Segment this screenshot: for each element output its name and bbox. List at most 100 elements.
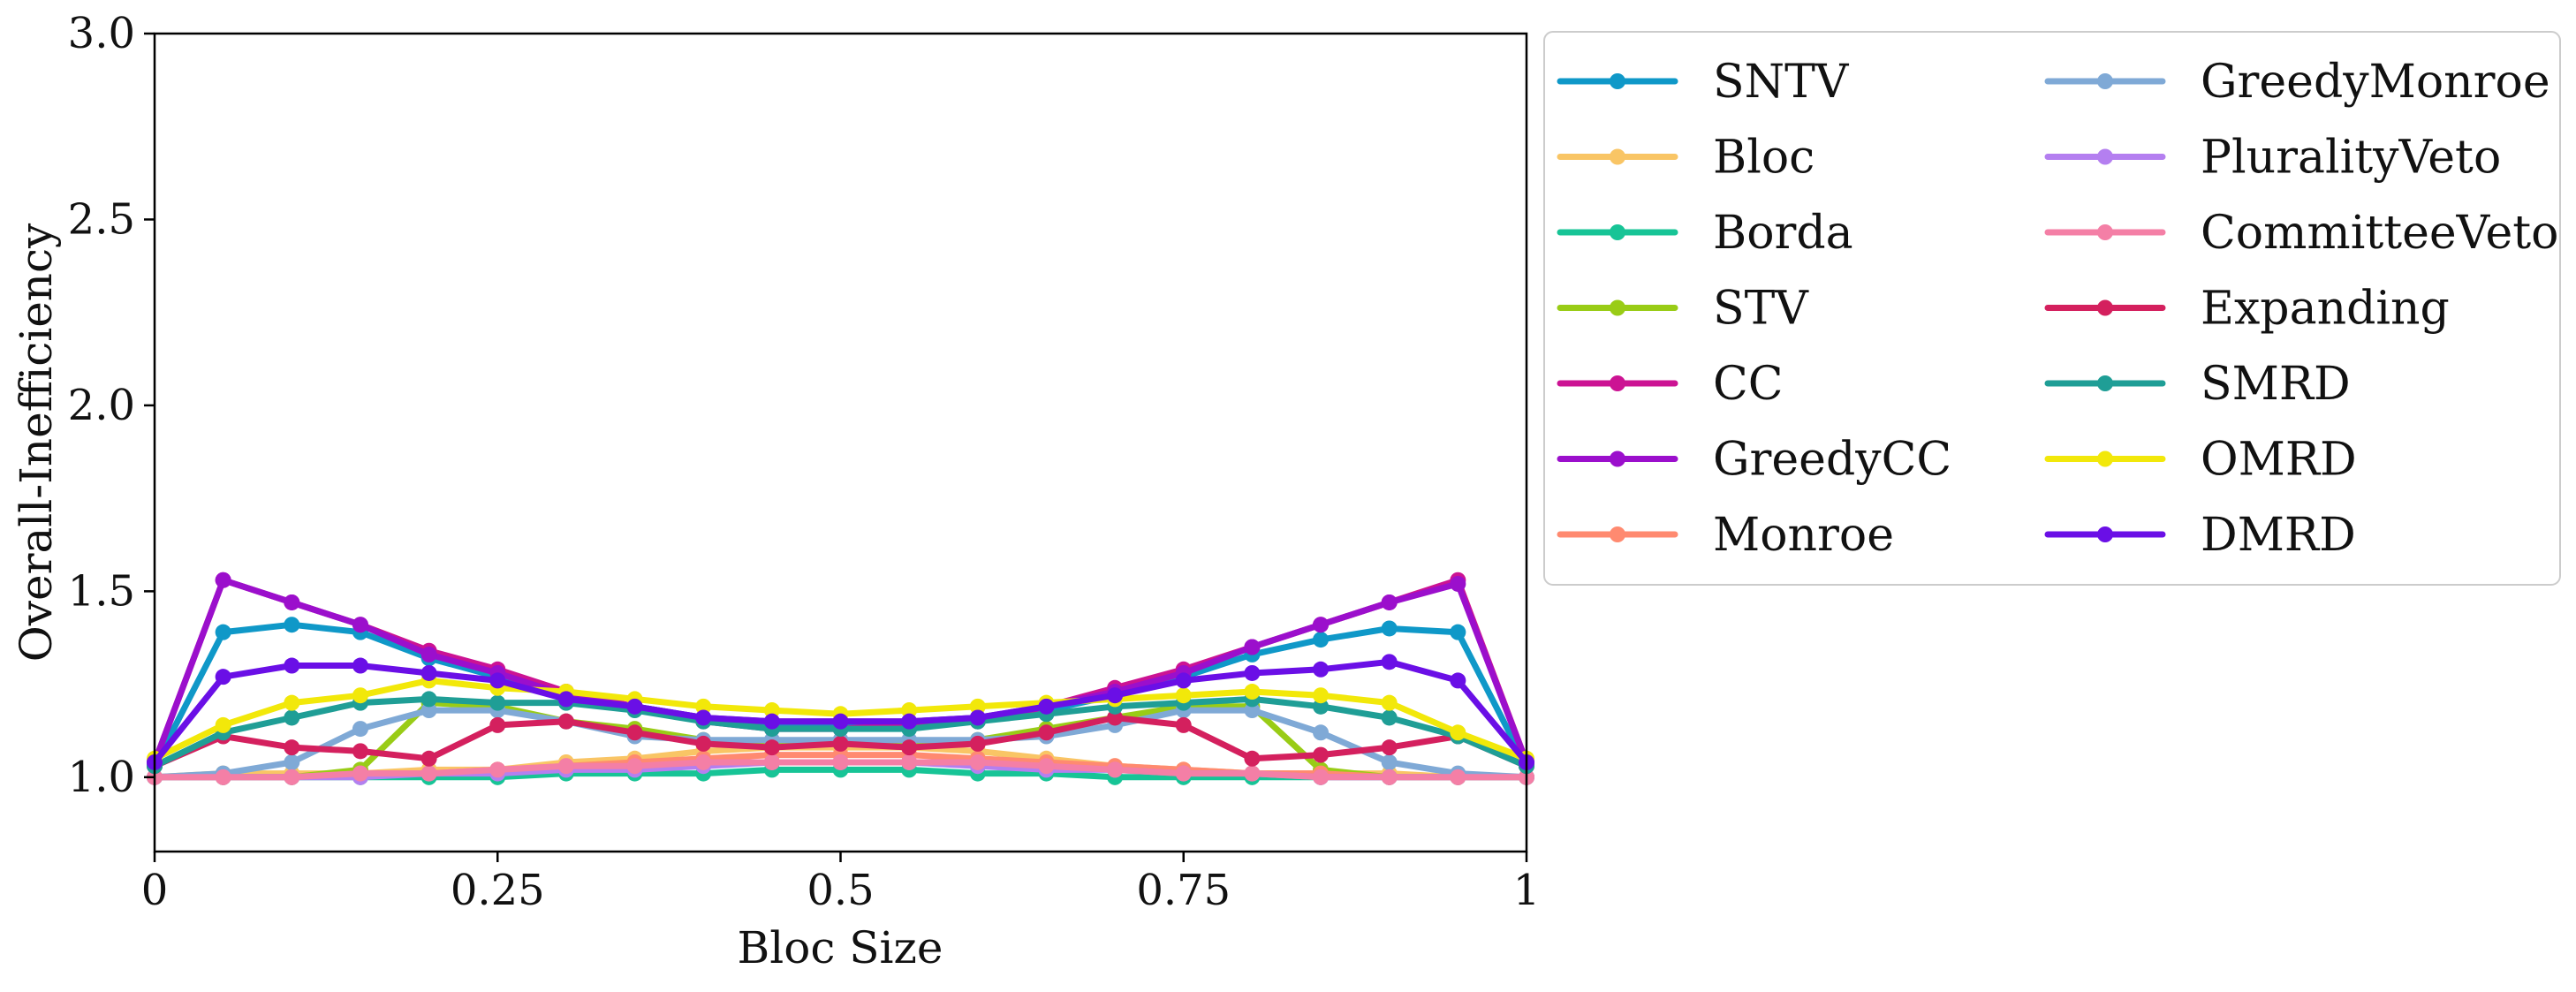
legend-item-borda: Borda [1557, 207, 1853, 260]
legend-label: SNTV [1713, 56, 1850, 109]
legend-swatch-marker [2097, 375, 2113, 391]
data-point-smrd [1313, 698, 1330, 715]
legend-label: SMRD [2201, 358, 2351, 411]
data-point-committeeveto [489, 761, 506, 778]
data-point-committeeveto [763, 753, 780, 770]
legend-swatch-marker [2097, 451, 2113, 467]
data-point-smrd [1381, 709, 1398, 726]
data-point-greedycc [1381, 594, 1398, 610]
data-point-smrd [420, 691, 437, 708]
data-point-dmrd [626, 698, 643, 715]
data-point-omrd [763, 702, 780, 719]
x-tick-label: 0 [141, 866, 169, 915]
legend-swatch-marker [1610, 73, 1625, 89]
y-tick-label: 1.5 [68, 566, 135, 616]
data-point-expanding [1107, 709, 1124, 726]
data-point-greedymonroe [1244, 702, 1261, 719]
data-point-sntv [1450, 624, 1466, 640]
legend-label: Borda [1713, 207, 1853, 260]
data-point-committeeveto [420, 765, 437, 782]
legend-label: Expanding [2201, 283, 2450, 336]
data-point-expanding [1244, 750, 1261, 767]
legend-swatch-marker [2097, 224, 2113, 240]
data-point-dmrd [420, 664, 437, 681]
data-point-expanding [1175, 716, 1192, 733]
data-point-dmrd [1038, 698, 1055, 715]
y-tick-label: 3.0 [68, 9, 135, 58]
legend-item-omrd: OMRD [2044, 434, 2357, 487]
data-point-committeeveto [695, 753, 712, 770]
data-point-dmrd [695, 709, 712, 726]
data-point-omrd [352, 687, 368, 704]
data-point-expanding [901, 739, 918, 756]
legend-item-monroe: Monroe [1557, 509, 1894, 562]
data-point-expanding [832, 735, 849, 752]
data-point-dmrd [1244, 664, 1261, 681]
data-point-committeeveto [832, 753, 849, 770]
data-point-expanding [557, 713, 574, 730]
data-point-greedymonroe [352, 721, 368, 738]
data-point-smrd [284, 709, 300, 726]
data-point-dmrd [763, 713, 780, 730]
data-point-greedycc [1450, 575, 1466, 592]
legend-label: OMRD [2201, 434, 2357, 487]
data-point-omrd [1313, 687, 1330, 704]
x-tick-label: 0.25 [451, 866, 545, 915]
legend-item-greedycc: GreedyCC [1557, 434, 1951, 487]
legend-label: STV [1713, 283, 1809, 336]
data-point-committeeveto [626, 758, 643, 775]
data-point-sntv [1313, 632, 1330, 648]
y-axis-ticks: 1.0 1.5 2.0 2.5 3.0 [68, 9, 155, 802]
legend-label: Bloc [1713, 132, 1815, 185]
data-point-greedycc [215, 572, 231, 588]
series-committeeveto [147, 753, 1534, 785]
y-tick-label: 2.0 [68, 381, 135, 430]
data-point-expanding [695, 735, 712, 752]
data-point-committeeveto [215, 769, 231, 785]
data-point-committeeveto [557, 758, 574, 775]
data-point-greedycc [352, 617, 368, 633]
legend-label: CC [1713, 358, 1784, 411]
data-point-committeeveto [352, 765, 368, 782]
data-point-committeeveto [969, 753, 986, 770]
data-point-dmrd [832, 713, 849, 730]
x-axis-title: Bloc Size [738, 922, 943, 973]
y-axis-title: Overall-Inefficiency [11, 223, 62, 662]
data-point-omrd [1450, 724, 1466, 741]
legend-swatch-marker [1610, 299, 1625, 316]
legend-item-sntv: SNTV [1557, 56, 1850, 109]
data-point-dmrd [557, 691, 574, 708]
legend-swatch-marker [1610, 375, 1625, 391]
data-point-dmrd [215, 669, 231, 685]
legend-label: PluralityVeto [2201, 132, 2501, 185]
data-point-smrd [489, 694, 506, 711]
legend-item-dmrd: DMRD [2044, 509, 2356, 562]
data-point-greedycc [1313, 617, 1330, 633]
legend-swatch-marker [2097, 73, 2113, 89]
legend-label: GreedyCC [1713, 434, 1951, 487]
data-point-sntv [1381, 620, 1398, 637]
data-point-greedymonroe [284, 753, 300, 770]
data-point-sntv [215, 624, 231, 640]
legend-item-cc: CC [1557, 358, 1784, 411]
data-point-omrd [901, 702, 918, 719]
data-point-dmrd [1381, 654, 1398, 670]
data-point-sntv [284, 617, 300, 633]
legend: SNTV Bloc Borda STV CC GreedyCC Monroe GreedyMo… [1543, 31, 2561, 586]
data-point-dmrd [1175, 672, 1192, 689]
data-point-expanding [1381, 739, 1398, 756]
data-point-dmrd [1107, 687, 1124, 704]
x-tick-label: 0.75 [1136, 866, 1231, 915]
data-point-greedymonroe [420, 702, 437, 719]
data-point-dmrd [1313, 661, 1330, 678]
data-point-omrd [969, 698, 986, 715]
data-point-committeeveto [1038, 758, 1055, 775]
data-point-committeeveto [284, 769, 300, 785]
data-point-dmrd [901, 713, 918, 730]
data-point-expanding [1313, 746, 1330, 763]
data-point-committeeveto [1313, 769, 1330, 785]
data-point-greedymonroe [1313, 724, 1330, 741]
data-point-omrd [284, 694, 300, 711]
x-axis-ticks: 0 0.25 0.5 0.75 1 [141, 852, 1540, 915]
